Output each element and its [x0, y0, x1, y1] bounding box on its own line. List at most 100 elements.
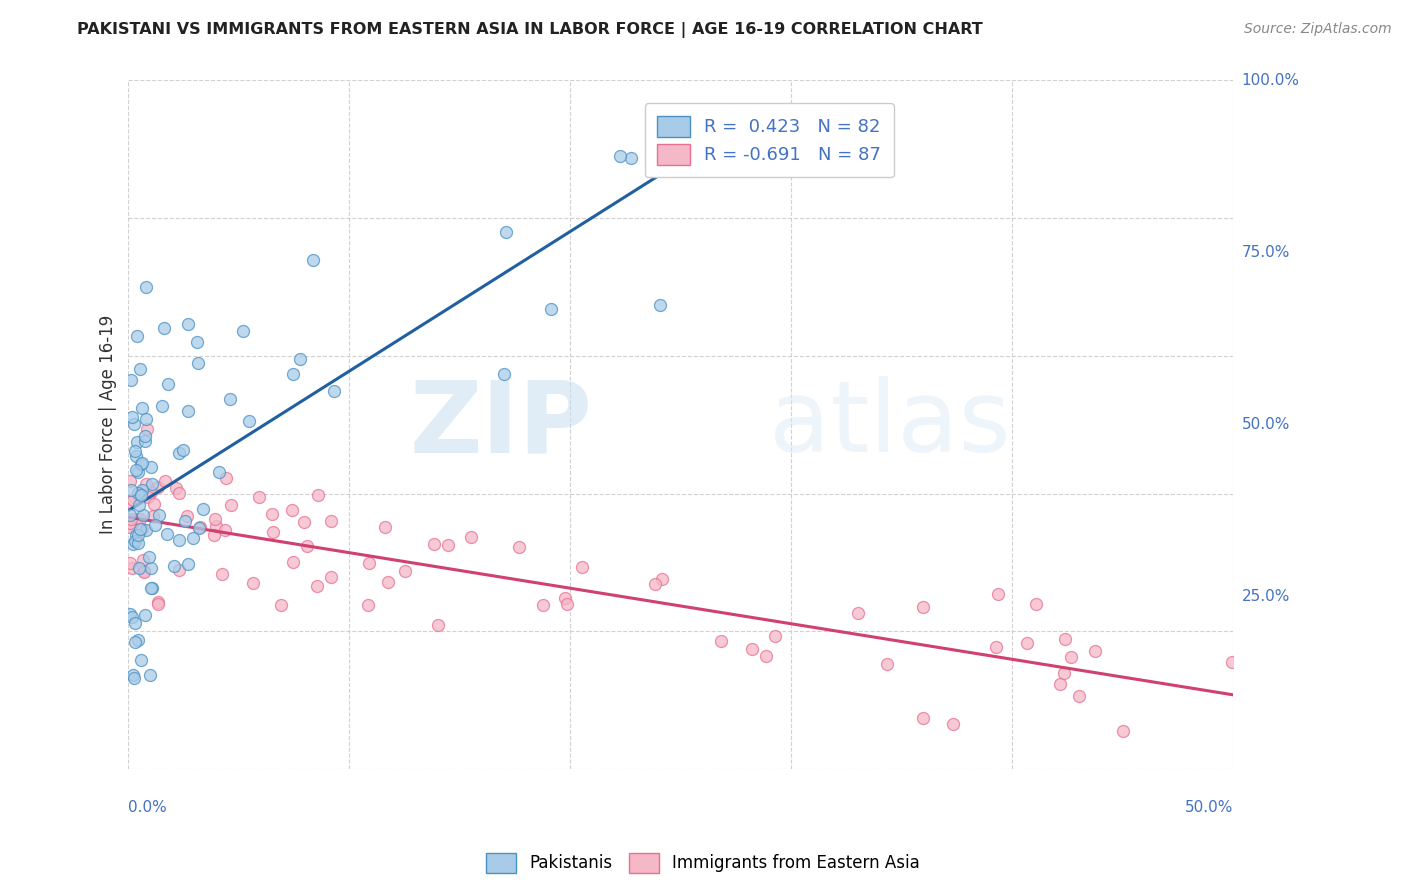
Text: 50.0%: 50.0%: [1185, 799, 1233, 814]
Point: [118, 516, 141, 531]
Point: [122, 667, 145, 681]
Point: [120, 483, 142, 497]
Point: [1084, 644, 1107, 658]
Point: [460, 530, 482, 544]
Point: [374, 520, 396, 534]
Point: [134, 434, 156, 448]
Text: atlas: atlas: [769, 376, 1011, 474]
Point: [288, 351, 311, 366]
Point: [167, 446, 190, 460]
Point: [146, 480, 169, 494]
Point: [437, 538, 460, 552]
Point: [167, 485, 190, 500]
Point: [177, 558, 200, 572]
Point: [763, 629, 786, 643]
Text: 0.0%: 0.0%: [128, 799, 167, 814]
Point: [176, 404, 198, 418]
Point: [647, 129, 669, 144]
Point: [295, 540, 318, 554]
Point: [423, 537, 446, 551]
Point: [242, 576, 264, 591]
Point: [146, 595, 169, 609]
Point: [172, 443, 194, 458]
Point: [1112, 723, 1135, 738]
Point: [153, 474, 176, 488]
Point: [495, 225, 517, 239]
Point: [554, 591, 576, 606]
Point: [1067, 690, 1090, 704]
Point: [125, 449, 148, 463]
Point: [128, 561, 150, 575]
Point: [124, 417, 146, 432]
Point: [648, 298, 671, 312]
Point: [202, 527, 225, 541]
Point: [120, 373, 142, 387]
Point: [169, 533, 191, 547]
Point: [1049, 677, 1071, 691]
Point: [876, 657, 898, 671]
Point: [987, 587, 1010, 601]
Y-axis label: In Labor Force | Age 16-19: In Labor Force | Age 16-19: [100, 315, 117, 534]
Point: [156, 527, 179, 541]
Point: [741, 642, 763, 657]
Point: [238, 414, 260, 428]
Point: [141, 581, 163, 595]
Point: [139, 561, 162, 575]
Text: PAKISTANI VS IMMIGRANTS FROM EASTERN ASIA IN LABOR FORCE | AGE 16-19 CORRELATION: PAKISTANI VS IMMIGRANTS FROM EASTERN ASI…: [77, 22, 983, 38]
Point: [540, 301, 562, 316]
Point: [1060, 650, 1083, 665]
Point: [211, 566, 233, 581]
Point: [135, 280, 157, 294]
Point: [135, 476, 157, 491]
Point: [124, 615, 146, 630]
Point: [141, 581, 163, 595]
Point: [755, 648, 778, 663]
Point: [143, 518, 166, 533]
Point: [129, 522, 152, 536]
Point: [120, 512, 142, 526]
Point: [208, 465, 231, 479]
Point: [120, 508, 142, 522]
Point: [571, 559, 593, 574]
Text: 75.0%: 75.0%: [1241, 245, 1289, 260]
Point: [128, 488, 150, 502]
Point: [125, 463, 148, 477]
Point: [127, 633, 149, 648]
Point: [148, 508, 170, 523]
Point: [205, 518, 228, 533]
Point: [118, 607, 141, 621]
Point: [153, 321, 176, 335]
Point: [146, 597, 169, 611]
Point: [187, 356, 209, 370]
Point: [281, 367, 304, 381]
Point: [124, 533, 146, 548]
Point: [492, 367, 515, 381]
Point: [1053, 632, 1076, 646]
Point: [1025, 598, 1047, 612]
Point: [232, 324, 254, 338]
Point: [1053, 665, 1076, 680]
Point: [127, 434, 149, 449]
Point: [157, 377, 180, 392]
Text: Source: ZipAtlas.com: Source: ZipAtlas.com: [1244, 22, 1392, 37]
Point: [281, 555, 304, 569]
Point: [1017, 636, 1039, 650]
Point: [135, 411, 157, 425]
Point: [193, 501, 215, 516]
Point: [204, 512, 226, 526]
Point: [129, 362, 152, 376]
Point: [174, 514, 197, 528]
Point: [143, 497, 166, 511]
Point: [188, 520, 211, 534]
Point: [912, 711, 935, 725]
Point: [139, 484, 162, 499]
Point: [555, 597, 578, 611]
Point: [129, 653, 152, 667]
Point: [162, 558, 184, 573]
Point: [118, 474, 141, 488]
Point: [138, 550, 160, 565]
Point: [187, 521, 209, 535]
Point: [942, 716, 965, 731]
Point: [262, 507, 284, 521]
Point: [118, 520, 141, 534]
